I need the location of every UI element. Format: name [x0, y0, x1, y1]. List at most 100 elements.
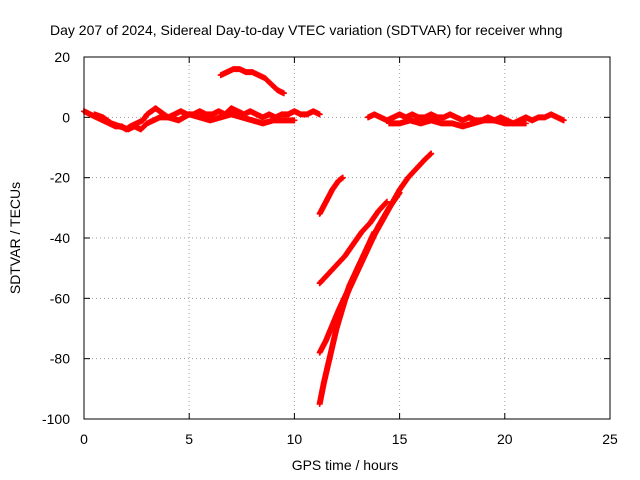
- data-point: [430, 119, 432, 121]
- data-point: [537, 116, 539, 118]
- data-point: [270, 83, 272, 85]
- data-point: [173, 113, 175, 115]
- data-point: [220, 74, 222, 76]
- data-point: [399, 192, 401, 194]
- data-point: [268, 113, 270, 115]
- data-point: [531, 119, 533, 121]
- data-point: [409, 119, 411, 121]
- data-point: [230, 113, 232, 115]
- data-point: [378, 225, 380, 227]
- data-point: [110, 122, 112, 124]
- data-point: [365, 249, 367, 251]
- data-point: [199, 116, 201, 118]
- data-point: [378, 210, 380, 212]
- data-point: [544, 116, 546, 118]
- data-point: [430, 153, 432, 155]
- data-point: [323, 382, 325, 384]
- chart-title: Day 207 of 2024, Sidereal Day-to-day VTE…: [50, 22, 563, 38]
- data-point: [430, 113, 432, 115]
- y-axis-title: SDTVAR / TECUs: [7, 182, 23, 294]
- data-point: [127, 128, 129, 130]
- data-point: [272, 119, 274, 121]
- data-point: [325, 340, 327, 342]
- data-point: [256, 113, 258, 115]
- data-point: [319, 213, 321, 215]
- y-tick-label: -20: [50, 170, 70, 186]
- data-point: [525, 122, 527, 124]
- data-point: [262, 116, 264, 118]
- data-point: [89, 113, 91, 115]
- axis-ticks: [83, 56, 611, 420]
- data-point: [462, 119, 464, 121]
- data-series: [81, 66, 567, 407]
- data-point: [237, 110, 239, 112]
- data-point: [483, 119, 485, 121]
- data-point: [418, 116, 420, 118]
- data-point: [150, 110, 152, 112]
- data-point: [277, 89, 279, 91]
- series-descent-5: [333, 228, 378, 332]
- data-point: [119, 125, 121, 127]
- y-tick-label: -60: [50, 290, 70, 306]
- data-point: [386, 201, 388, 203]
- data-point: [102, 116, 104, 118]
- data-point: [468, 116, 470, 118]
- data-point: [392, 116, 394, 118]
- data-point: [243, 113, 245, 115]
- data-point: [504, 122, 506, 124]
- data-point: [462, 125, 464, 127]
- data-point: [373, 113, 375, 115]
- data-point: [245, 71, 247, 73]
- data-point: [262, 122, 264, 124]
- data-point: [258, 74, 260, 76]
- data-point: [369, 222, 371, 224]
- data-point: [293, 110, 295, 112]
- data-point: [331, 189, 333, 191]
- data-point: [220, 116, 222, 118]
- series-upper-arc: [217, 66, 287, 97]
- data-point: [232, 68, 234, 70]
- data-point: [455, 116, 457, 118]
- data-point: [152, 119, 154, 121]
- y-tick-label: -80: [50, 351, 70, 367]
- data-point: [241, 116, 243, 118]
- data-point: [443, 116, 445, 118]
- data-point: [300, 113, 302, 115]
- data-point: [550, 113, 552, 115]
- data-point: [264, 77, 266, 79]
- data-point: [399, 113, 401, 115]
- x-tick-label: 20: [497, 431, 513, 447]
- data-point: [319, 403, 321, 405]
- data-point: [331, 346, 333, 348]
- data-point: [155, 107, 157, 109]
- data-point: [230, 107, 232, 109]
- series-markers: [316, 174, 346, 217]
- data-point: [451, 122, 453, 124]
- data-point: [319, 282, 321, 284]
- x-tick-label: 10: [287, 431, 303, 447]
- data-point: [209, 119, 211, 121]
- data-point: [140, 128, 142, 130]
- series-lower-branch-morning: [91, 111, 298, 133]
- data-point: [312, 110, 314, 112]
- data-point: [283, 92, 285, 94]
- y-tick-label: 20: [54, 49, 70, 65]
- data-point: [342, 177, 344, 179]
- data-point: [226, 71, 228, 73]
- x-axis-title: GPS time / hours: [292, 457, 399, 473]
- data-point: [306, 113, 308, 115]
- data-point: [411, 113, 413, 115]
- data-point: [388, 207, 390, 209]
- data-point: [361, 231, 363, 233]
- data-point: [178, 119, 180, 121]
- data-point: [344, 255, 346, 257]
- data-point: [556, 116, 558, 118]
- data-point: [180, 110, 182, 112]
- data-point: [357, 267, 359, 269]
- data-point: [399, 122, 401, 124]
- data-point: [146, 122, 148, 124]
- x-tick-label: 0: [80, 431, 88, 447]
- data-point: [563, 119, 565, 121]
- data-point: [188, 113, 190, 115]
